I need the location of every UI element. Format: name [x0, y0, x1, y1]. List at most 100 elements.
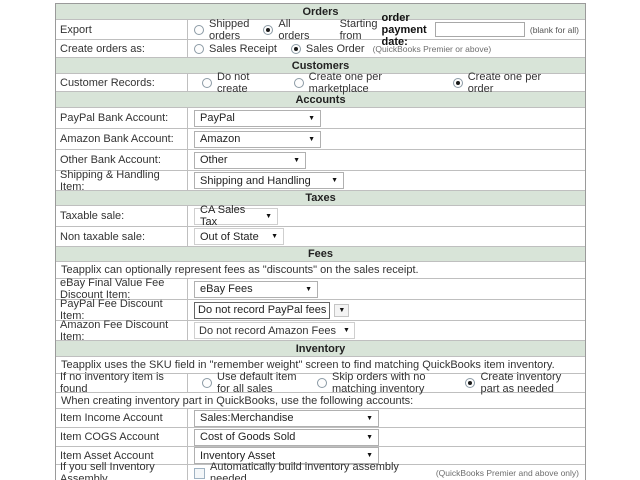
dropdown-value: Do not record PayPal fees [194, 301, 331, 319]
row-item-cogs-account: Item COGS Account Cost of Goods Sold ▼ [56, 427, 585, 446]
chevron-down-icon: ▼ [334, 303, 350, 317]
amazon-fee-dropdown[interactable]: Do not record Amazon Fees ▼ [194, 322, 355, 339]
row-other-bank-account: Other Bank Account: Other ▼ [56, 149, 585, 170]
dropdown-value: Amazon [200, 133, 241, 145]
dropdown-value: Out of State [200, 230, 259, 243]
radio-label: All orders [278, 17, 310, 42]
amazon-bank-account-dropdown[interactable]: Amazon ▼ [194, 130, 321, 148]
section-header-fees: Fees [56, 246, 585, 261]
blank-for-all-hint: (blank for all) [529, 24, 579, 35]
chevron-down-icon: ▼ [271, 233, 278, 240]
checkbox-label: Automatically build inventory assembly n… [210, 461, 399, 480]
row-inventory-note: Teapplix uses the SKU field in "remember… [56, 356, 585, 373]
ebay-fee-discount-label: eBay Final Value Fee Discount Item: [56, 277, 188, 301]
amazon-fee-discount-label: Amazon Fee Discount Item: [56, 319, 188, 343]
radio-use-default-item[interactable]: Use default item for all sales [202, 371, 303, 395]
item-asset-account-dropdown[interactable]: Inventory Asset ▼ [194, 447, 379, 464]
section-header-customers: Customers [56, 57, 585, 73]
radio-one-per-marketplace[interactable]: Create one per marketplace [293, 70, 439, 95]
create-orders-as-label: Create orders as: [56, 40, 188, 57]
non-taxable-sale-dropdown[interactable]: Out of State ▼ [194, 228, 284, 245]
paypal-fee-dropdown[interactable]: Do not record PayPal fees ▼ [194, 301, 350, 319]
order-payment-date-text: order payment date: [381, 11, 427, 48]
quickbooks-premier-only-hint: (QuickBooks Premier and above only) [435, 468, 579, 478]
customer-records-label: Customer Records: [56, 74, 188, 91]
dropdown-value: Inventory Asset [200, 449, 276, 462]
non-taxable-sale-label: Non taxable sale: [56, 227, 188, 246]
radio-do-not-create[interactable]: Do not create [202, 71, 280, 95]
item-income-account-dropdown[interactable]: Sales:Merchandise ▼ [194, 409, 379, 427]
dropdown-value: Other [200, 154, 228, 166]
build-assembly-checkbox[interactable] [194, 467, 205, 479]
section-title: Customers [291, 59, 350, 72]
radio-icon[interactable] [202, 77, 212, 88]
export-label: Export [56, 20, 188, 39]
radio-icon[interactable] [293, 77, 304, 88]
shipping-handling-dropdown[interactable]: Shipping and Handling ▼ [194, 172, 344, 189]
dropdown-value: Do not record Amazon Fees [199, 324, 336, 337]
row-fees-note: Teapplix can optionally represent fees a… [56, 261, 585, 278]
section-header-inventory: Inventory [56, 340, 585, 356]
radio-skip-orders[interactable]: Skip orders with no matching inventory [317, 371, 451, 395]
section-title: Fees [307, 248, 334, 260]
radio-icon[interactable] [202, 378, 212, 388]
row-create-orders-as: Create orders as: Sales Receipt Sales Or… [56, 39, 585, 57]
other-bank-account-dropdown[interactable]: Other ▼ [194, 151, 306, 169]
section-header-taxes: Taxes [56, 190, 585, 205]
radio-shipped-orders[interactable]: Shipped orders [194, 18, 249, 42]
row-item-income-account: Item Income Account Sales:Merchandise ▼ [56, 408, 585, 427]
paypal-fee-discount-label: PayPal Fee Discount Item: [56, 298, 188, 322]
row-amazon-bank-account: Amazon Bank Account: Amazon ▼ [56, 128, 585, 149]
radio-selected-icon[interactable] [290, 43, 301, 54]
row-item-asset-account: Item Asset Account Inventory Asset ▼ [56, 446, 585, 464]
radio-selected-icon[interactable] [452, 77, 463, 88]
shipping-handling-item-label: Shipping & Handling Item: [56, 169, 188, 193]
row-paypal-fee-discount: PayPal Fee Discount Item: Do not record … [56, 298, 585, 322]
starting-from-text: Starting from [339, 17, 378, 42]
radio-label: Skip orders with no matching inventory [332, 371, 426, 395]
export-settings-table: Orders Export Shipped orders All orders … [55, 3, 586, 480]
section-title: Taxes [305, 192, 336, 204]
radio-sales-order[interactable]: Sales Order [290, 43, 365, 55]
radio-icon[interactable] [194, 43, 204, 54]
row-export: Export Shipped orders All orders Startin… [56, 12, 585, 48]
chevron-down-icon: ▼ [265, 212, 272, 220]
dropdown-value: PayPal [200, 112, 235, 124]
row-if-no-inventory-item: If no inventory item is found Use defaul… [56, 371, 585, 395]
radio-label: Do not create [217, 70, 250, 95]
chevron-down-icon: ▼ [366, 433, 373, 441]
dropdown-value: Sales:Merchandise [200, 412, 294, 424]
if-no-inventory-label: If no inventory item is found [56, 371, 188, 395]
item-cogs-account-label: Item COGS Account [56, 428, 188, 446]
section-title: Accounts [295, 93, 346, 106]
dropdown-value: eBay Fees [200, 283, 253, 295]
radio-label: Create one per marketplace [308, 70, 383, 95]
item-cogs-account-dropdown[interactable]: Cost of Goods Sold ▼ [194, 428, 379, 446]
section-header-accounts: Accounts [56, 91, 585, 107]
section-title: Inventory [295, 342, 346, 355]
section-header-orders: Orders [56, 4, 585, 19]
radio-create-inventory-part[interactable]: Create inventory part as needed [465, 371, 579, 395]
inventory-assembly-label: If you sell Inventory Assembly [56, 461, 188, 480]
radio-sales-receipt[interactable]: Sales Receipt [194, 43, 277, 55]
row-paypal-bank-account: PayPal Bank Account: PayPal ▼ [56, 107, 585, 128]
amazon-bank-account-label: Amazon Bank Account: [56, 129, 188, 149]
paypal-bank-account-dropdown[interactable]: PayPal ▼ [194, 109, 321, 127]
radio-all-orders[interactable]: All orders [263, 17, 310, 42]
radio-selected-icon[interactable] [465, 378, 476, 388]
radio-label: Shipped orders [209, 17, 250, 42]
inventory-note-text: Teapplix uses the SKU field in "remember… [61, 359, 555, 371]
taxable-sale-dropdown[interactable]: CA Sales Tax ▼ [194, 204, 278, 228]
radio-one-per-order[interactable]: Create one per order [452, 71, 565, 95]
row-inventory-accounts-note: When creating inventory part in QuickBoo… [56, 392, 585, 408]
payment-date-input[interactable] [434, 22, 525, 37]
fees-note-text: Teapplix can optionally represent fees a… [61, 264, 419, 276]
radio-icon[interactable] [194, 24, 204, 35]
radio-selected-icon[interactable] [263, 24, 274, 35]
radio-label: Use default item for all sales [217, 371, 297, 395]
chevron-down-icon: ▼ [308, 135, 315, 143]
radio-icon[interactable] [317, 378, 327, 388]
row-amazon-fee-discount: Amazon Fee Discount Item: Do not record … [56, 319, 585, 343]
ebay-fee-dropdown[interactable]: eBay Fees ▼ [194, 280, 318, 298]
item-income-account-label: Item Income Account [56, 409, 188, 427]
